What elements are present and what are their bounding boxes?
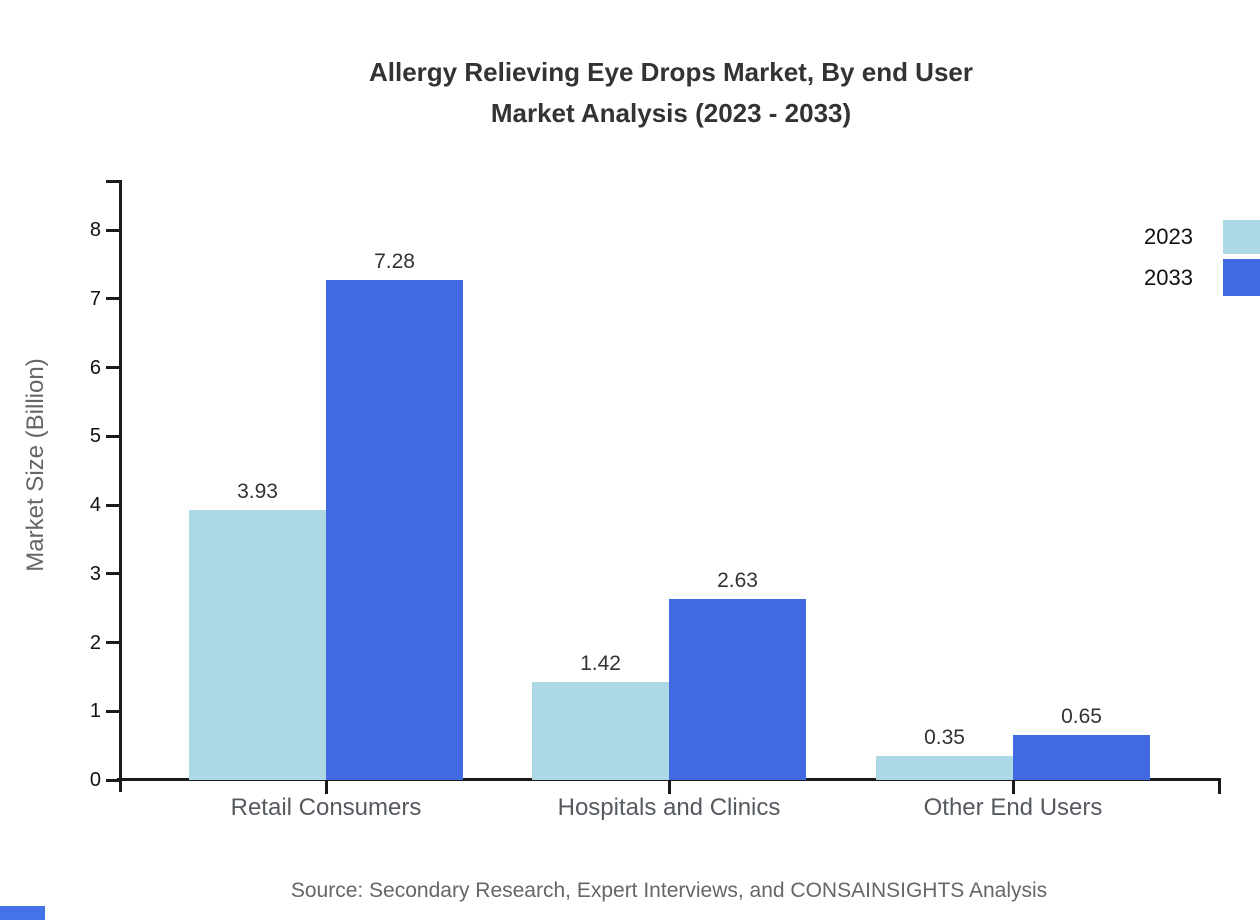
brand-corner-mark bbox=[0, 906, 45, 920]
y-axis-tick bbox=[106, 297, 120, 301]
x-axis-tick bbox=[324, 781, 328, 794]
y-axis-tick bbox=[106, 641, 120, 644]
y-axis-tick bbox=[106, 709, 120, 713]
legend-label-2023: 2023 bbox=[1144, 224, 1193, 249]
bar-value-label: 3.93 bbox=[237, 479, 278, 503]
y-axis-tick-label: 0 bbox=[89, 769, 101, 791]
bar-value-label: 2.63 bbox=[717, 569, 758, 593]
y-axis-tick bbox=[106, 366, 120, 369]
y-axis-tick bbox=[106, 572, 120, 576]
y-axis-tick-label: 1 bbox=[89, 700, 101, 723]
bar-value-label: 0.65 bbox=[1061, 705, 1102, 729]
x-axis-tick bbox=[1011, 781, 1015, 794]
source-note: Source: Secondary Research, Expert Inter… bbox=[290, 879, 1048, 902]
y-axis-line bbox=[119, 180, 122, 792]
chart-title-line1: Allergy Relieving Eye Drops Market, By e… bbox=[369, 57, 973, 87]
bar-2033-0 bbox=[326, 279, 463, 780]
bar-2023-0 bbox=[189, 509, 326, 780]
y-axis-end-tick bbox=[106, 180, 120, 183]
bar-value-label: 0.35 bbox=[924, 725, 965, 749]
y-axis-tick bbox=[106, 228, 120, 232]
y-axis-tick bbox=[106, 778, 120, 782]
x-category-label: Retail Consumers bbox=[230, 794, 422, 821]
bar-2033-1 bbox=[669, 599, 806, 780]
x-axis-end-tick bbox=[1218, 781, 1221, 794]
y-axis-tick-label: 4 bbox=[89, 494, 101, 516]
legend-swatch-2023 bbox=[1223, 220, 1260, 254]
x-category-label: Hospitals and Clinics bbox=[557, 794, 781, 821]
bar-2033-2 bbox=[1013, 735, 1150, 780]
bar-2023-2 bbox=[876, 755, 1013, 780]
y-axis-tick bbox=[106, 503, 120, 507]
bar-value-label: 7.28 bbox=[374, 249, 415, 273]
x-category-label: Other End Users bbox=[923, 794, 1103, 821]
legend-swatch-2033 bbox=[1223, 259, 1260, 296]
chart-title-line2: Market Analysis (2023 - 2033) bbox=[490, 98, 852, 128]
y-axis-tick-label: 6 bbox=[89, 356, 101, 379]
y-axis-tick-label: 5 bbox=[89, 425, 101, 448]
y-axis-tick-label: 2 bbox=[89, 631, 101, 654]
bar-2023-1 bbox=[532, 682, 669, 780]
x-axis-tick bbox=[667, 781, 671, 794]
y-axis-tick-label: 8 bbox=[89, 219, 101, 241]
y-axis-tick bbox=[106, 434, 120, 438]
legend-label-2033: 2033 bbox=[1144, 264, 1193, 290]
y-axis-tick-label: 3 bbox=[89, 562, 101, 585]
y-axis-tick-label: 7 bbox=[89, 287, 101, 310]
chart-title: Allergy Relieving Eye Drops Market, By e… bbox=[82, 52, 1260, 134]
bar-value-label: 1.42 bbox=[580, 652, 621, 676]
